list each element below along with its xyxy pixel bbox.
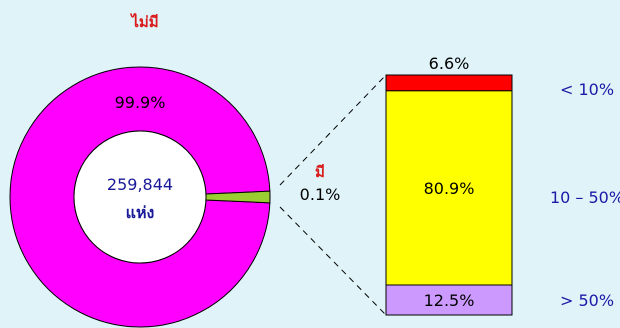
pie-value-no: 99.9% bbox=[115, 93, 166, 112]
center-count-label: 259,844 bbox=[107, 175, 173, 194]
bar-segment-low bbox=[385, 74, 513, 92]
pie-value-has: 0.1% bbox=[300, 185, 341, 204]
bar-segment-high bbox=[385, 284, 513, 316]
connector-line-bottom bbox=[279, 206, 387, 316]
bar-range-low: < 10% bbox=[560, 80, 614, 99]
bar-value-low: 6.6% bbox=[429, 54, 470, 73]
bar-range-mid: 10 – 50% bbox=[550, 188, 620, 207]
bar-segment-mid bbox=[385, 90, 513, 286]
bar-value-high: 12.5% bbox=[424, 291, 475, 310]
connector-line-top bbox=[279, 74, 387, 186]
bar-value-mid: 80.9% bbox=[424, 179, 475, 198]
bar-range-high: > 50% bbox=[560, 291, 614, 310]
center-unit-label: แห่ง bbox=[126, 203, 155, 222]
donut-hole bbox=[73, 130, 207, 264]
pie-label-has: มี bbox=[315, 163, 325, 181]
pie-label-no: ไม่มี bbox=[129, 12, 158, 31]
